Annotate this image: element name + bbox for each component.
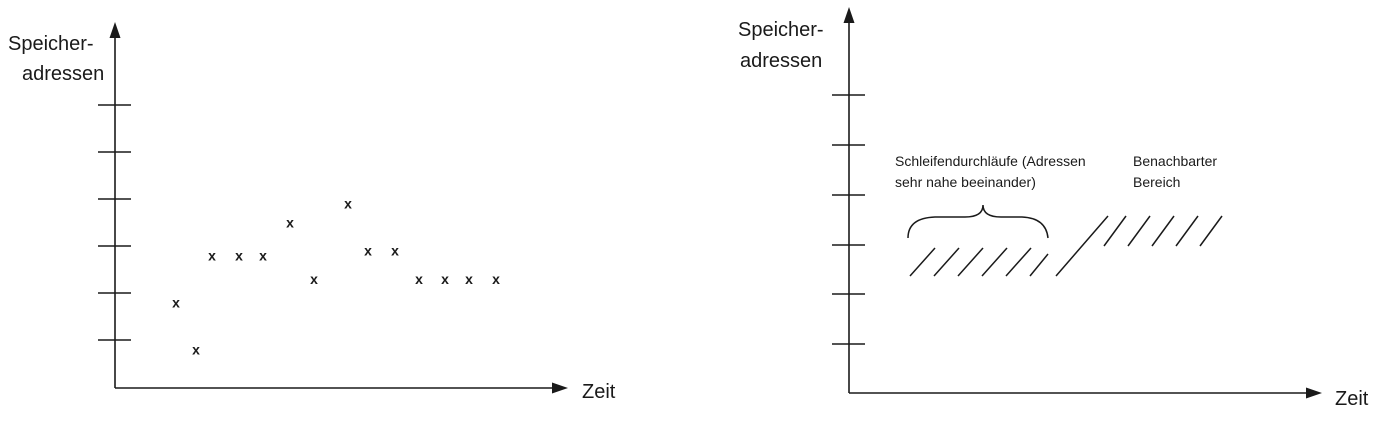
scatter-point-8: x — [344, 196, 352, 212]
loop-annotation-line2: sehr nahe beeinander) — [895, 174, 1036, 190]
right-x-axis-label: Zeit — [1335, 388, 1369, 410]
loop-hatch-region — [909, 247, 1049, 277]
scatter-point-12: x — [441, 271, 449, 287]
right-y-axis-label-line1: Speicher- — [738, 19, 824, 41]
scatter-point-9: x — [364, 243, 372, 259]
scatter-point-7: x — [310, 271, 318, 287]
neighbor-annotation-line1: Benachbarter — [1133, 153, 1217, 169]
right-y-axis-arrow — [843, 7, 855, 23]
neighbor-hatch-line — [1175, 215, 1199, 247]
left-y-axis-label-line2: adressen — [22, 63, 104, 85]
loop-hatch-line — [909, 247, 936, 277]
right-diagram: Speicher- adressen Schleifendurchläufe (… — [738, 7, 1369, 410]
left-x-axis-label: Zeit — [582, 381, 616, 403]
neighbor-hatch-line — [1127, 215, 1151, 247]
neighbor-hatch-line — [1055, 215, 1109, 277]
loop-hatch-line — [981, 247, 1008, 277]
right-x-axis-arrow — [1306, 387, 1322, 399]
neighbor-annotation-line2: Bereich — [1133, 174, 1180, 190]
left-y-axis-label-line1: Speicher- — [8, 33, 94, 55]
loop-hatch-line — [957, 247, 984, 277]
left-y-axis-arrow — [109, 22, 121, 38]
loop-hatch-line — [933, 247, 960, 277]
scatter-point-14: x — [492, 271, 500, 287]
neighbor-hatch-line — [1199, 215, 1223, 247]
scatter-point-4: x — [235, 247, 243, 263]
right-y-axis-label-line2: adressen — [740, 50, 822, 72]
left-x-axis-arrow — [552, 382, 568, 394]
scatter-point-1: x — [172, 294, 180, 310]
neighbor-hatch-line — [1151, 215, 1175, 247]
scatter-point-6: x — [286, 215, 294, 231]
scatter-point-11: x — [415, 271, 423, 287]
scatter-point-13: x — [465, 271, 473, 287]
loop-hatch-line — [1005, 247, 1032, 277]
scatter-point-3: x — [208, 247, 216, 263]
loop-brace — [907, 204, 1049, 239]
scatter-point-10: x — [391, 243, 399, 259]
scatter-point-2: x — [192, 341, 200, 357]
scatter-point-5: x — [259, 247, 267, 263]
loop-annotation-line1: Schleifendurchläufe (Adressen — [895, 153, 1086, 169]
neighbor-hatch-line — [1103, 215, 1127, 247]
loop-hatch-line — [1029, 253, 1049, 277]
neighbor-hatch-region — [1055, 215, 1223, 277]
